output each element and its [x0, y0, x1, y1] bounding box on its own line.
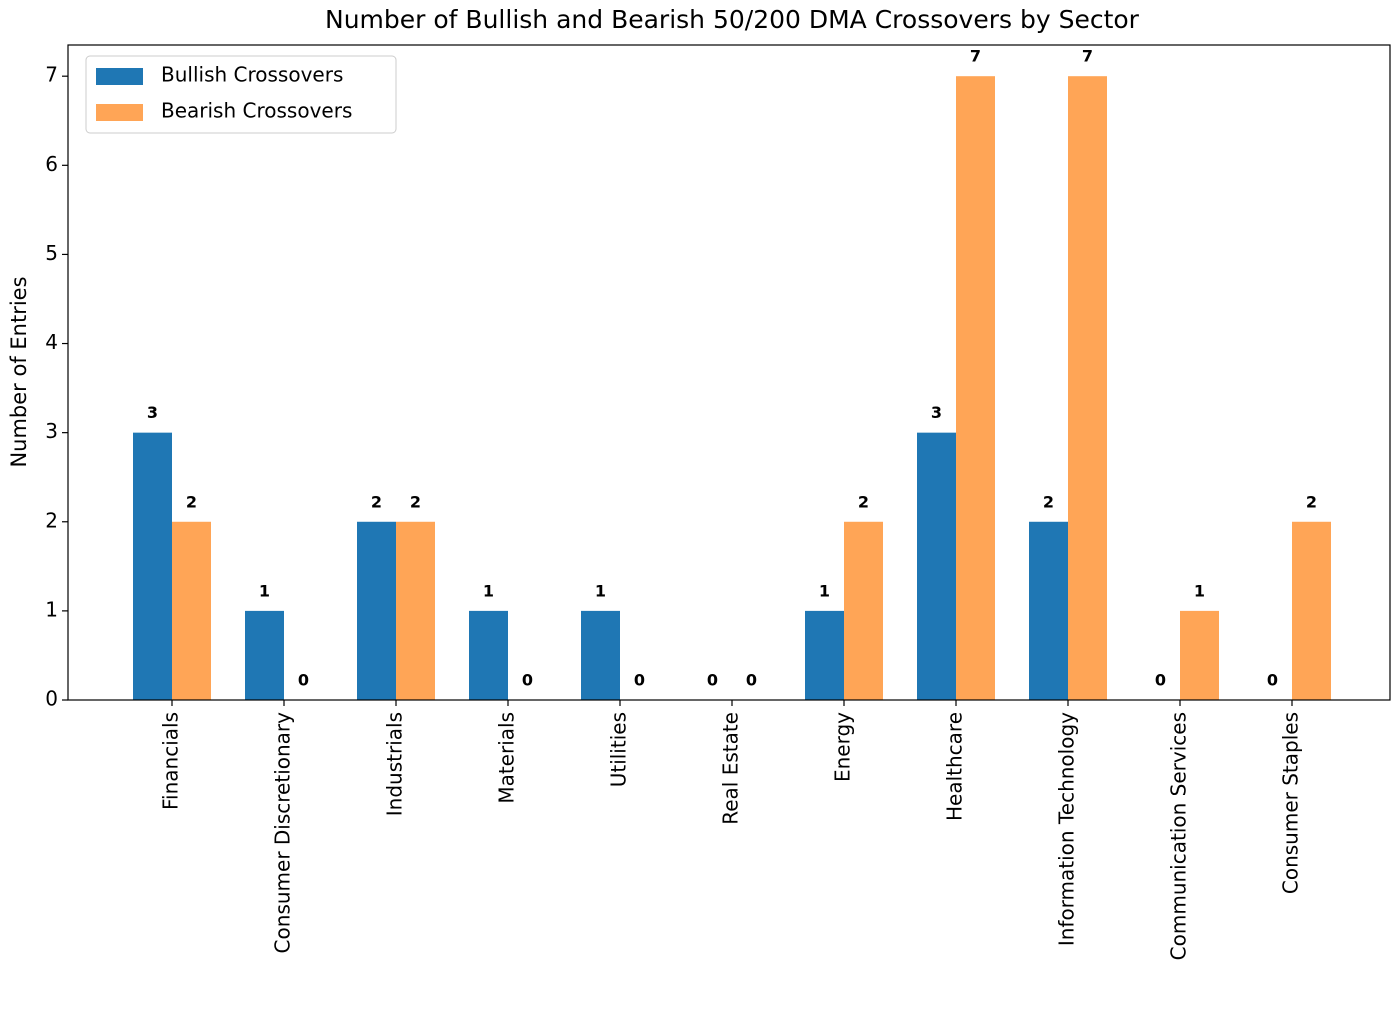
bar-value-label: 3	[147, 403, 158, 422]
bar	[1292, 521, 1331, 700]
x-tick-label: Financials	[159, 712, 183, 810]
x-tick-label: Real Estate	[719, 712, 743, 825]
y-tick-label: 0	[45, 687, 58, 711]
bar-value-label: 1	[259, 581, 270, 600]
bar-value-label: 2	[410, 492, 421, 511]
y-tick-label: 1	[45, 597, 58, 621]
legend-label: Bearish Crossovers	[161, 99, 352, 123]
y-tick-label: 3	[45, 419, 58, 443]
bar-value-label: 7	[970, 47, 981, 66]
bar	[805, 610, 844, 700]
chart-title: Number of Bullish and Bearish 50/200 DMA…	[325, 5, 1140, 34]
bar	[917, 432, 956, 700]
bar-value-label: 1	[483, 581, 494, 600]
bar-value-label: 2	[371, 492, 382, 511]
bar	[956, 76, 995, 700]
y-tick-label: 4	[45, 330, 58, 354]
bar	[844, 521, 883, 700]
bar-value-label: 0	[298, 671, 309, 690]
y-tick-label: 5	[45, 241, 58, 265]
bar	[396, 521, 435, 700]
legend-label: Bullish Crossovers	[161, 63, 343, 87]
bar	[581, 610, 620, 700]
y-tick-label: 7	[45, 63, 58, 87]
bar-value-label: 7	[1082, 47, 1093, 66]
x-tick-label: Energy	[831, 712, 855, 782]
bar-value-label: 2	[1306, 492, 1317, 511]
bar	[357, 521, 396, 700]
bar-value-label: 0	[1267, 671, 1278, 690]
bar	[133, 432, 172, 700]
bar-value-label: 2	[186, 492, 197, 511]
y-tick-label: 6	[45, 152, 58, 176]
x-tick-label: Communication Services	[1167, 712, 1191, 960]
legend-swatch	[96, 104, 143, 121]
x-tick-label: Consumer Discretionary	[271, 712, 295, 954]
x-tick-label: Healthcare	[943, 712, 967, 821]
bar	[245, 610, 284, 700]
bar-value-label: 0	[522, 671, 533, 690]
legend-box	[85, 55, 397, 134]
legend-swatch	[96, 68, 143, 85]
bar	[1029, 521, 1068, 700]
bar-value-label: 2	[1043, 492, 1054, 511]
bar-value-label: 1	[595, 581, 606, 600]
bar-value-label: 1	[1194, 581, 1205, 600]
bar	[469, 610, 508, 700]
plot-frame	[67, 44, 1391, 701]
bar-value-label: 2	[858, 492, 869, 511]
bar	[1180, 610, 1219, 700]
x-tick-label: Consumer Staples	[1279, 712, 1303, 894]
x-tick-label: Information Technology	[1055, 712, 1079, 946]
bar-value-label: 3	[931, 403, 942, 422]
bar-value-label: 1	[819, 581, 830, 600]
bar-value-label: 0	[1155, 671, 1166, 690]
bar	[172, 521, 211, 700]
x-tick-label: Utilities	[607, 712, 631, 787]
y-axis-label: Number of Entries	[7, 276, 31, 467]
x-tick-label: Materials	[495, 712, 519, 804]
bar-value-label: 0	[746, 671, 757, 690]
bar-value-label: 0	[634, 671, 645, 690]
bar	[1068, 76, 1107, 700]
y-tick-label: 2	[45, 508, 58, 532]
x-tick-label: Industrials	[383, 712, 407, 816]
bar-value-label: 0	[707, 671, 718, 690]
